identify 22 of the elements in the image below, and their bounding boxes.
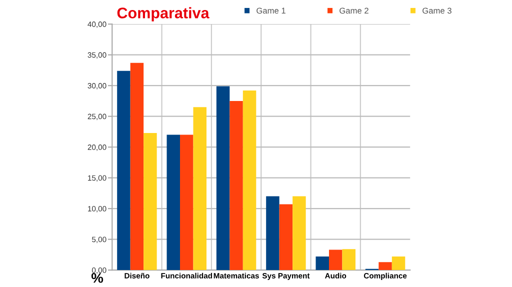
bar [144,132,157,270]
bar [166,134,180,270]
bar [279,204,293,270]
legend-label: Game 2 [340,8,368,14]
bar [117,70,130,270]
bar [392,256,406,270]
bar [130,62,144,270]
chart-title: Comparativa [117,7,210,22]
bar [378,262,392,270]
bar [216,86,230,270]
bar [342,249,356,270]
legend-label: Game 1 [256,8,286,14]
bar [230,100,243,270]
bar [328,250,342,270]
y-axis-title: % [91,273,104,283]
bar [292,196,306,270]
legend-label: Game 3 [422,8,452,14]
bar [242,90,256,270]
bar [266,196,280,270]
bar [316,256,329,270]
bar [180,134,194,270]
bar [193,107,206,270]
